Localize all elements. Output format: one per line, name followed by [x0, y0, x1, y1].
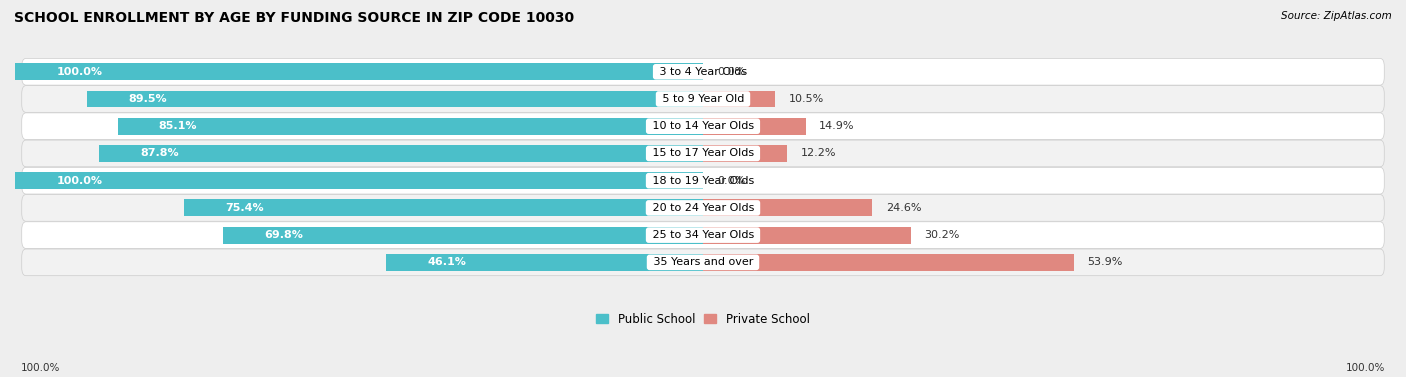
Text: 10 to 14 Year Olds: 10 to 14 Year Olds: [648, 121, 758, 131]
Text: 100.0%: 100.0%: [56, 67, 103, 77]
Bar: [98, 145, 703, 162]
Text: 15 to 17 Year Olds: 15 to 17 Year Olds: [648, 149, 758, 158]
Text: 18 to 19 Year Olds: 18 to 19 Year Olds: [648, 176, 758, 186]
Bar: [222, 227, 703, 244]
Text: 0.0%: 0.0%: [717, 67, 745, 77]
FancyBboxPatch shape: [21, 86, 1385, 112]
Bar: [118, 118, 703, 135]
Bar: [703, 199, 872, 216]
Bar: [15, 172, 703, 189]
Bar: [385, 254, 703, 271]
Text: 53.9%: 53.9%: [1088, 257, 1123, 267]
Text: 25 to 34 Year Olds: 25 to 34 Year Olds: [648, 230, 758, 240]
Text: 100.0%: 100.0%: [21, 363, 60, 373]
Bar: [184, 199, 703, 216]
Bar: [703, 145, 787, 162]
Bar: [703, 254, 1074, 271]
Text: Source: ZipAtlas.com: Source: ZipAtlas.com: [1281, 11, 1392, 21]
FancyBboxPatch shape: [21, 140, 1385, 167]
Text: 24.6%: 24.6%: [886, 203, 921, 213]
Legend: Public School, Private School: Public School, Private School: [596, 313, 810, 326]
Text: 75.4%: 75.4%: [225, 203, 264, 213]
Text: 10.5%: 10.5%: [789, 94, 824, 104]
Text: SCHOOL ENROLLMENT BY AGE BY FUNDING SOURCE IN ZIP CODE 10030: SCHOOL ENROLLMENT BY AGE BY FUNDING SOUR…: [14, 11, 574, 25]
Bar: [703, 118, 806, 135]
FancyBboxPatch shape: [21, 195, 1385, 221]
Text: 100.0%: 100.0%: [56, 176, 103, 186]
Text: 20 to 24 Year Olds: 20 to 24 Year Olds: [648, 203, 758, 213]
Text: 100.0%: 100.0%: [1346, 363, 1385, 373]
FancyBboxPatch shape: [21, 113, 1385, 139]
Text: 3 to 4 Year Olds: 3 to 4 Year Olds: [655, 67, 751, 77]
FancyBboxPatch shape: [21, 249, 1385, 276]
Text: 46.1%: 46.1%: [427, 257, 465, 267]
Text: 69.8%: 69.8%: [264, 230, 302, 240]
Text: 85.1%: 85.1%: [159, 121, 197, 131]
FancyBboxPatch shape: [21, 167, 1385, 194]
Bar: [87, 90, 703, 107]
Bar: [703, 90, 775, 107]
Text: 14.9%: 14.9%: [820, 121, 855, 131]
FancyBboxPatch shape: [21, 222, 1385, 248]
Text: 12.2%: 12.2%: [800, 149, 837, 158]
Bar: [703, 227, 911, 244]
Text: 87.8%: 87.8%: [141, 149, 179, 158]
Bar: [15, 63, 703, 80]
Text: 35 Years and over: 35 Years and over: [650, 257, 756, 267]
Text: 0.0%: 0.0%: [717, 176, 745, 186]
FancyBboxPatch shape: [21, 58, 1385, 85]
Text: 5 to 9 Year Old: 5 to 9 Year Old: [658, 94, 748, 104]
Text: 30.2%: 30.2%: [925, 230, 960, 240]
Text: 89.5%: 89.5%: [128, 94, 167, 104]
